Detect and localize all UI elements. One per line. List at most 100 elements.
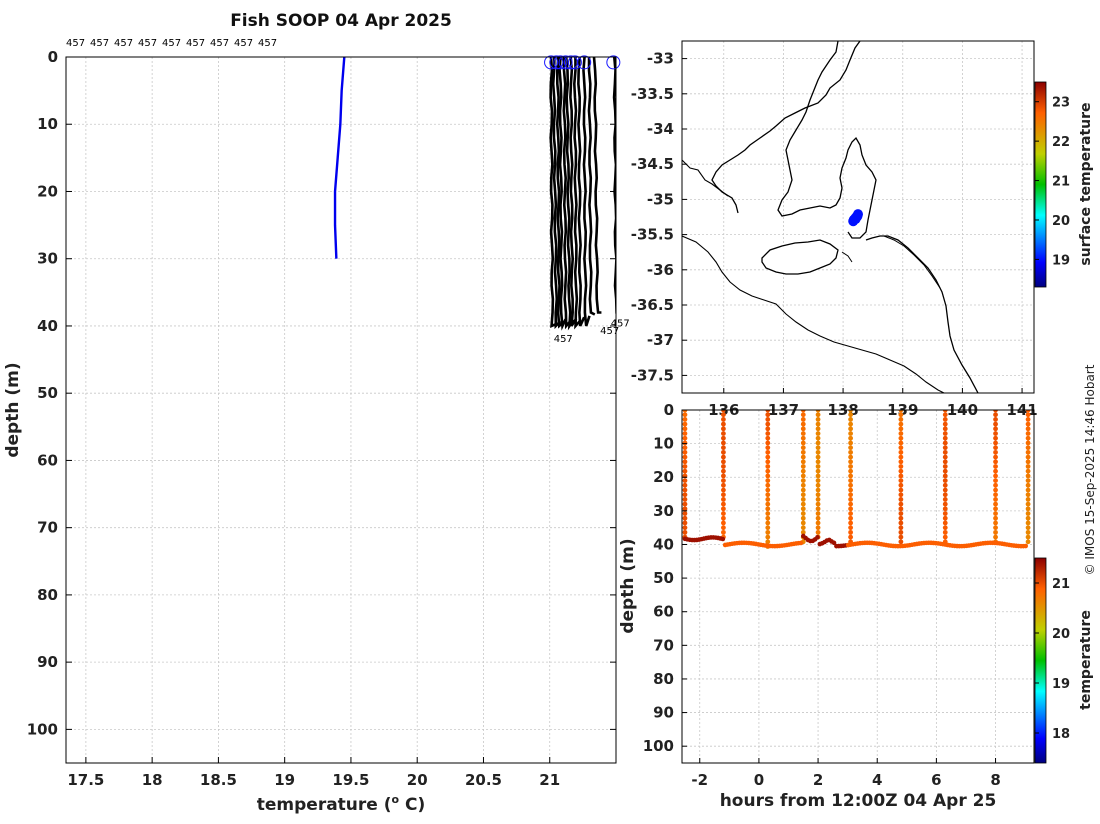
timeseries-point (721, 440, 726, 446)
cruise-id-label: 457 (234, 38, 253, 49)
timeseries-point (721, 468, 726, 474)
cruise-id-labels: 457 457 457 457 457 457 457 457 457 (66, 38, 277, 49)
profile-y-tick-label: 80 (37, 586, 58, 604)
cruise-id-label: 457 (162, 38, 181, 49)
timeseries-point (815, 487, 821, 493)
timeseries-point (815, 454, 821, 460)
timeseries-point (721, 511, 726, 516)
timeseries-point (898, 445, 904, 451)
temperature-colorbar-tick-label: 19 (1052, 677, 1070, 692)
timeseries-point (993, 417, 998, 422)
timeseries-point (800, 435, 806, 441)
current-profile (333, 57, 346, 259)
map-y-tick-label: -36 (647, 261, 674, 279)
timeseries-y-tick-label: 0 (664, 401, 674, 419)
surface-colorbar-ticks: 19 20 21 22 23 (1035, 96, 1070, 268)
map-y-tick-label: -33 (647, 50, 674, 68)
timeseries-point (765, 478, 771, 483)
timeseries-x-tick-label: 4 (872, 771, 882, 789)
surface-temperature-colorbar (1034, 81, 1047, 288)
timeseries-point (765, 534, 771, 540)
timeseries-point (942, 515, 948, 521)
timeseries-point (682, 426, 688, 432)
previous-profiles (549, 57, 616, 331)
timeseries-point (721, 431, 726, 436)
timeseries-point (848, 529, 854, 535)
timeseries-point (848, 482, 854, 488)
timeseries-point (848, 487, 854, 493)
timeseries-point (848, 515, 854, 521)
timeseries-point (1025, 410, 1031, 413)
timeseries-point (1025, 449, 1031, 455)
timeseries-point (898, 529, 904, 535)
timeseries-point (898, 497, 904, 502)
timeseries-point (993, 468, 998, 474)
timeseries-point (898, 478, 904, 483)
timeseries-point (831, 540, 837, 546)
timeseries-point (765, 417, 771, 422)
timeseries-point (765, 529, 771, 535)
timeseries-point (765, 511, 771, 516)
timeseries-point (682, 464, 688, 469)
timeseries-point (815, 440, 821, 446)
surface-colorbar-tick-label: 22 (1052, 135, 1070, 150)
timeseries-point (1025, 417, 1031, 422)
timeseries-point (800, 440, 806, 446)
timeseries-y-tick-label: 60 (653, 603, 674, 621)
timeseries-point (682, 478, 688, 483)
timeseries-point (1025, 525, 1031, 531)
previous-profile-line (562, 57, 571, 330)
map-y-tick-label: -37.5 (631, 366, 674, 384)
timeseries-point (800, 492, 806, 498)
profile-y-tick-label: 60 (37, 451, 58, 469)
timeseries-point (993, 487, 998, 493)
timeseries-point (898, 525, 904, 531)
timeseries-point (1025, 515, 1031, 521)
timeseries-point (765, 445, 771, 451)
timeseries-point (721, 497, 726, 502)
timeseries-point (765, 410, 771, 413)
map-y-ticks: -33 -33.5 -34 -34.5 -35 -35.5 -36 -36.5 -37 -37.5 (631, 50, 687, 384)
coastline-south-island (841, 251, 853, 263)
ship-track (848, 209, 863, 227)
map-y-tick-label: -35.5 (631, 226, 674, 244)
profile-x-tick-label: 20 (407, 771, 428, 789)
surface-colorbar-tick-label: 23 (1052, 96, 1070, 111)
timeseries-point (848, 410, 854, 413)
timeseries-point (815, 435, 821, 441)
timeseries-y-tick-label: 40 (653, 535, 674, 553)
profile-grid (66, 56, 616, 763)
timeseries-point (721, 520, 726, 526)
coastline-eyre (682, 159, 729, 197)
timeseries-point (765, 421, 771, 427)
timeseries-point (765, 440, 771, 446)
timeseries-point (721, 529, 726, 535)
timeseries-point (1025, 426, 1031, 432)
cruise-id-label: 457 (90, 38, 109, 49)
timeseries-point (765, 459, 771, 465)
profile-x-tick-label: 17.5 (67, 771, 104, 789)
profile-x-tick-label: 19 (274, 771, 295, 789)
timeseries-point (815, 535, 820, 540)
timeseries-point (942, 529, 948, 535)
timeseries-point (1025, 445, 1031, 451)
timeseries-point (765, 473, 771, 479)
timeseries-point (898, 492, 904, 498)
timeseries-point (942, 440, 948, 446)
timeseries-x-axis-label: hours from 12:00Z 04 Apr 25 (720, 791, 997, 811)
timeseries-point (682, 492, 688, 498)
profile-y-tick-label: 0 (48, 48, 58, 66)
timeseries-point (848, 440, 854, 446)
timeseries-point (898, 539, 904, 545)
timeseries-point (682, 520, 688, 526)
timeseries-point (942, 410, 948, 413)
map-y-tick-label: -34 (647, 120, 674, 138)
timeseries-point (800, 421, 806, 427)
timeseries-point (682, 529, 688, 535)
timeseries-point (993, 426, 998, 432)
timeseries-point (765, 515, 771, 521)
track-point (850, 214, 861, 225)
timeseries-point (942, 464, 948, 469)
timeseries-point (1025, 464, 1031, 469)
